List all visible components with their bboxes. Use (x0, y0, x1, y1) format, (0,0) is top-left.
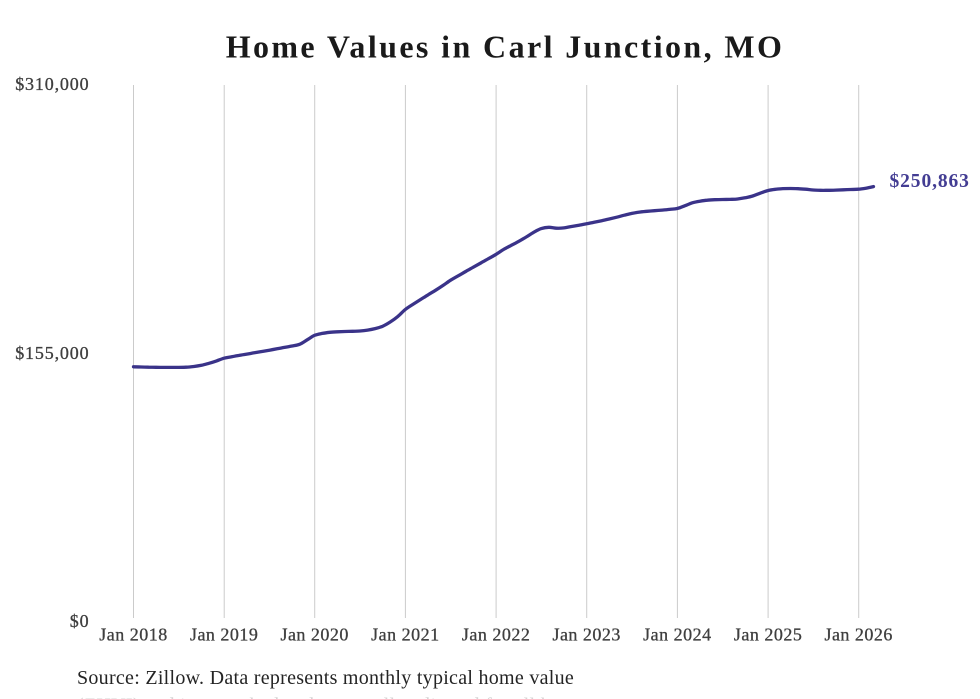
svg-text:(ZHVI) and is smoothed and sea: (ZHVI) and is smoothed and seasonally ad… (77, 695, 594, 699)
svg-text:Source: Zillow. Data represent: Source: Zillow. Data represents monthly … (77, 667, 574, 689)
svg-text:Home Values in Carl Junction,: Home Values in Carl Junction, MO (226, 29, 785, 65)
svg-text:$310,000: $310,000 (15, 74, 89, 94)
svg-text:Jan 2023: Jan 2023 (552, 625, 621, 645)
svg-text:$250,863: $250,863 (890, 171, 970, 192)
svg-text:Jan 2018: Jan 2018 (99, 625, 168, 645)
svg-text:Jan 2025: Jan 2025 (734, 625, 803, 645)
svg-text:Jan 2021: Jan 2021 (371, 625, 440, 645)
svg-text:Jan 2026: Jan 2026 (824, 625, 893, 645)
svg-text:Jan 2024: Jan 2024 (643, 625, 712, 645)
svg-text:$0: $0 (70, 611, 90, 631)
svg-text:Jan 2019: Jan 2019 (190, 625, 259, 645)
svg-text:Jan 2020: Jan 2020 (280, 625, 349, 645)
svg-text:$155,000: $155,000 (15, 343, 89, 363)
svg-text:Jan 2022: Jan 2022 (462, 625, 531, 645)
